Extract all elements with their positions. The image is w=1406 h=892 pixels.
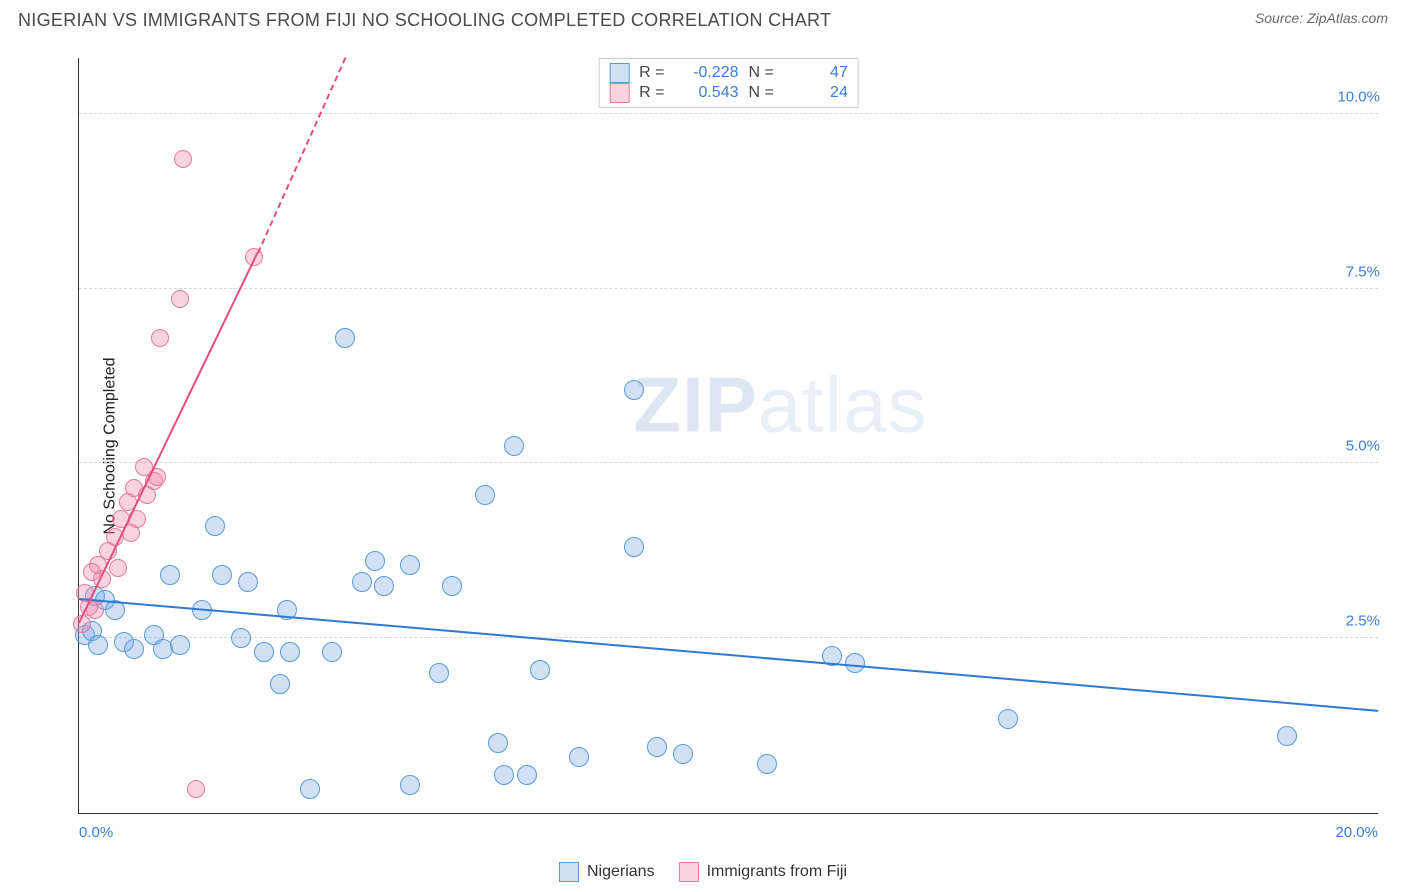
data-point <box>365 551 385 571</box>
y-tick-label: 2.5% <box>1342 613 1380 630</box>
data-point <box>335 328 355 348</box>
correlation-legend: R = -0.228 N = 47 R = 0.543 N = 24 <box>598 58 859 108</box>
data-point <box>517 765 537 785</box>
data-point <box>475 485 495 505</box>
data-point <box>151 329 169 347</box>
data-point <box>757 754 777 774</box>
data-point <box>174 150 192 168</box>
legend-swatch <box>609 63 629 83</box>
watermark-bold: ZIP <box>633 361 757 449</box>
data-point <box>109 559 127 577</box>
legend-item: Nigerians <box>559 862 655 882</box>
data-point <box>352 572 372 592</box>
data-point <box>624 380 644 400</box>
gridline <box>79 288 1378 289</box>
n-value: 47 <box>784 64 848 82</box>
source-attribution: Source: ZipAtlas.com <box>1255 10 1388 26</box>
y-tick-label: 10.0% <box>1333 88 1380 105</box>
gridline <box>79 462 1378 463</box>
data-point <box>205 516 225 536</box>
n-label: N = <box>749 84 774 102</box>
data-point <box>170 635 190 655</box>
data-point <box>673 744 693 764</box>
legend-label: Nigerians <box>587 863 655 881</box>
r-label: R = <box>639 84 664 102</box>
data-point <box>124 639 144 659</box>
correlation-row: R = 0.543 N = 24 <box>609 83 848 103</box>
data-point <box>845 653 865 673</box>
data-point <box>300 779 320 799</box>
data-point <box>160 565 180 585</box>
r-value: -0.228 <box>675 64 739 82</box>
watermark-rest: atlas <box>758 361 928 449</box>
data-point <box>280 642 300 662</box>
legend-swatch <box>609 83 629 103</box>
r-label: R = <box>639 64 664 82</box>
data-point <box>998 709 1018 729</box>
data-point <box>400 555 420 575</box>
data-point <box>88 635 108 655</box>
data-point <box>569 747 589 767</box>
data-point <box>488 733 508 753</box>
legend-swatch <box>679 862 699 882</box>
data-point <box>238 572 258 592</box>
data-point <box>187 780 205 798</box>
legend-item: Immigrants from Fiji <box>679 862 847 882</box>
data-point <box>429 663 449 683</box>
trend-line <box>79 598 1378 712</box>
data-point <box>322 642 342 662</box>
data-point <box>254 642 274 662</box>
chart-title: NIGERIAN VS IMMIGRANTS FROM FIJI NO SCHO… <box>18 10 831 31</box>
n-value: 24 <box>784 84 848 102</box>
data-point <box>374 576 394 596</box>
data-point <box>442 576 462 596</box>
data-point <box>231 628 251 648</box>
data-point <box>624 537 644 557</box>
data-point <box>270 674 290 694</box>
y-tick-label: 5.0% <box>1342 438 1380 455</box>
data-point <box>494 765 514 785</box>
x-tick-left: 0.0% <box>79 824 113 841</box>
y-tick-label: 7.5% <box>1342 263 1380 280</box>
data-point <box>1277 726 1297 746</box>
data-point <box>400 775 420 795</box>
gridline <box>79 637 1378 638</box>
legend-swatch <box>559 862 579 882</box>
n-label: N = <box>749 64 774 82</box>
gridline <box>79 113 1378 114</box>
r-value: 0.543 <box>675 84 739 102</box>
series-legend: Nigerians Immigrants from Fiji <box>559 862 847 882</box>
correlation-row: R = -0.228 N = 47 <box>609 63 848 83</box>
legend-label: Immigrants from Fiji <box>707 863 847 881</box>
trend-line-extrapolated <box>257 57 347 254</box>
data-point <box>530 660 550 680</box>
data-point <box>212 565 232 585</box>
data-point <box>171 290 189 308</box>
x-tick-right: 20.0% <box>1335 824 1378 841</box>
data-point <box>647 737 667 757</box>
watermark: ZIPatlas <box>633 360 927 451</box>
chart-container: No Schooling Completed ZIPatlas R =-0.22… <box>18 48 1388 844</box>
plot-area: ZIPatlas R =-0.228N =47R =0.543N =24 0.0… <box>78 58 1378 814</box>
data-point <box>504 436 524 456</box>
